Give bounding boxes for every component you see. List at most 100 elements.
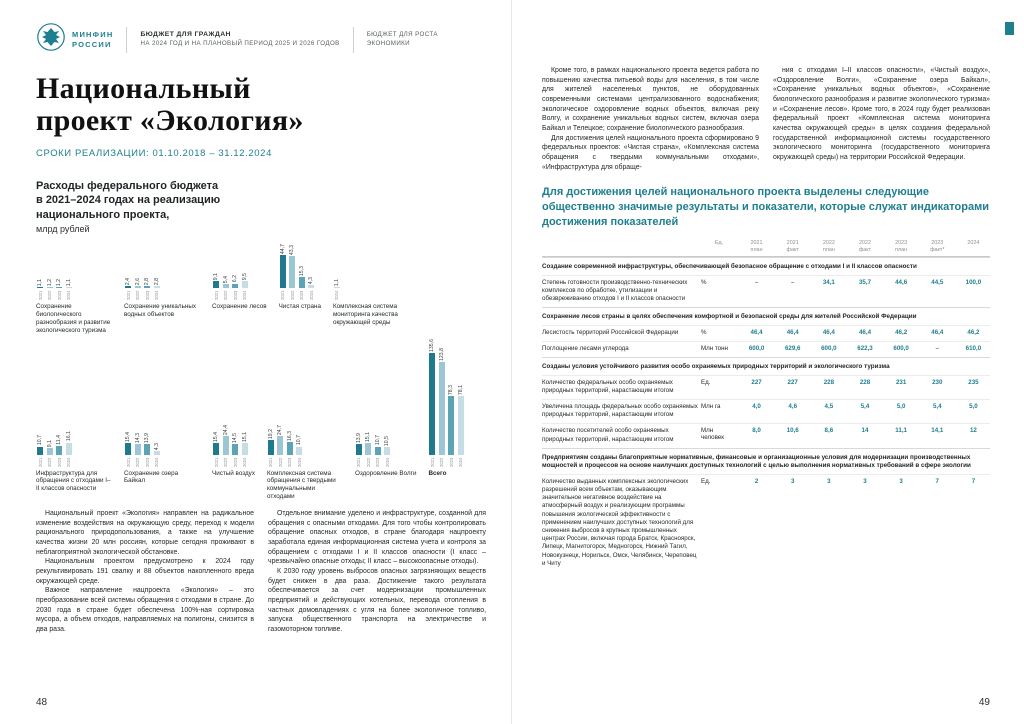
bar-value-label: 10,7 bbox=[374, 435, 381, 446]
bar-column: 14,5 2023 bbox=[231, 433, 239, 467]
bar-value-label: 13,9 bbox=[355, 433, 362, 444]
table-header-cell: 2021 факт bbox=[786, 239, 799, 253]
chart-group: 10,7 2021 9,1 2022 11,4 2023 16,1 2024 Инфрастру… bbox=[36, 343, 112, 494]
table-unit-cell: Ед. bbox=[701, 378, 711, 386]
bar bbox=[144, 444, 150, 455]
table-header-cell: 2023 факт* bbox=[930, 239, 945, 253]
bar-year-label: 2024 bbox=[154, 457, 159, 467]
table-row-label: Количество выданных комплексных экологич… bbox=[542, 477, 697, 567]
bar bbox=[241, 443, 248, 455]
table-value-cell: 622,3 bbox=[857, 345, 873, 352]
bar-group: 15,4 2021 24,4 2022 14,5 2023 15,1 2024 bbox=[212, 343, 255, 467]
table-value-cell: – bbox=[754, 278, 759, 286]
table-value-cell: 46,4 bbox=[750, 328, 763, 336]
table-row: Количество выданных комплексных экологич… bbox=[542, 473, 990, 572]
bar-value-label: 1,1 bbox=[37, 278, 43, 287]
bar-column: 15,1 2022 bbox=[364, 432, 372, 467]
bar-year-label: 2021 bbox=[280, 290, 286, 301]
bar-column: 15,1 2024 bbox=[241, 432, 249, 467]
bar-year-label: 2022 bbox=[289, 290, 295, 301]
page-gutter-divider bbox=[511, 0, 512, 724]
minfin-logo-text: МИНФИН РОССИИ bbox=[72, 29, 114, 49]
bar-value-label: 13,9 bbox=[144, 433, 150, 444]
bar-column: 13,9 2021 bbox=[355, 433, 363, 467]
chart-subheading: млрд рублей bbox=[36, 224, 90, 235]
bar bbox=[222, 284, 229, 289]
bar-year-label: 2023 bbox=[144, 457, 150, 467]
bar-year-label: 2024 bbox=[154, 290, 159, 301]
bar-column: 14,3 2022 bbox=[134, 433, 142, 467]
bar-column: 19,2 2021 bbox=[267, 429, 275, 467]
section-title-line1: БЮДЖЕТ ДЛЯ РОСТА bbox=[366, 30, 438, 38]
bar-value-label: 15,1 bbox=[365, 432, 372, 443]
bar-column: 15,4 2021 bbox=[212, 432, 220, 467]
bar-column: 15,4 2021 bbox=[124, 432, 132, 467]
table-value-cell: 231 bbox=[895, 378, 907, 386]
page-right: Кроме того, в рамках национального проек… bbox=[512, 0, 1024, 724]
bar-year-label: 2021 bbox=[213, 457, 219, 467]
bookmark-tab bbox=[1005, 22, 1014, 35]
bar-column: 4,3 2024 bbox=[153, 443, 161, 467]
table-value-cell: 3 bbox=[827, 477, 831, 485]
section-title-line2: ЭКОНОМИКИ bbox=[366, 39, 411, 47]
bar-value-label: 16,3 bbox=[286, 431, 293, 442]
bar-value-label: 9,5 bbox=[241, 272, 248, 281]
bar-value-label: 44,7 bbox=[279, 243, 286, 254]
bar bbox=[355, 444, 362, 455]
section-title-block: БЮДЖЕТ ДЛЯ РОСТА ЭКОНОМИКИ bbox=[367, 31, 438, 49]
table-value-cell: 5,4 bbox=[860, 403, 870, 411]
table-value-cell: 629,6 bbox=[784, 345, 801, 352]
chart-group: 44,7 2021 43,3 2022 15,3 2023 4,3 2024 Чистая ст… bbox=[279, 244, 321, 311]
chart-group: 15,4 2021 24,4 2022 14,5 2023 15,1 2024 Чистый в… bbox=[212, 343, 255, 478]
bar-year-label: 2023 bbox=[56, 290, 62, 301]
paragraph: Кроме того, в рамках национального проек… bbox=[542, 67, 759, 132]
bar bbox=[222, 436, 229, 455]
bar-year-label: 2021 bbox=[268, 457, 274, 467]
table-value-cell: 46,4 bbox=[822, 328, 835, 336]
bar-group: 1,1 2021 1,2 2022 1,2 2023 1,1 2024 bbox=[36, 244, 112, 300]
chart-group: 13,9 2021 15,1 2022 10,7 2023 10,5 2024 Оздоровл… bbox=[355, 343, 417, 478]
bar-value-label: 2,8 bbox=[144, 277, 150, 286]
table-row: Поглощение лесами углерода Млн тонн 600,0 6… bbox=[542, 341, 990, 357]
page-number-left: 48 bbox=[36, 697, 48, 708]
bar-column: 78,1 2024 bbox=[457, 385, 465, 467]
bar-column: 1,1 2024 bbox=[333, 279, 341, 300]
bar-year-label: 2022 bbox=[223, 457, 228, 467]
doc-title-block: БЮДЖЕТ ДЛЯ ГРАЖДАН НА 2024 ГОД И НА ПЛАН… bbox=[140, 30, 339, 49]
bar-column: 16,1 2024 bbox=[65, 431, 73, 467]
bar-column: 10,7 2021 bbox=[36, 435, 44, 467]
table-value-cell: 600,0 bbox=[893, 345, 909, 352]
bar-year-label: 2022 bbox=[365, 457, 371, 467]
minfin-emblem-icon bbox=[36, 22, 66, 57]
bar-group: 10,7 2021 9,1 2022 11,4 2023 16,1 2024 bbox=[36, 343, 112, 467]
table-value-cell: 7 bbox=[971, 477, 976, 485]
bar-column: 1,2 2023 bbox=[55, 279, 63, 300]
table-unit-cell: Млн человек bbox=[701, 427, 724, 442]
bar bbox=[213, 443, 219, 455]
bar bbox=[286, 442, 293, 455]
table-header-cell: 2023 план bbox=[895, 239, 908, 253]
bar bbox=[298, 276, 305, 289]
bar-group: 2,4 2021 2,6 2022 2,8 2023 2,8 2024 bbox=[124, 244, 200, 300]
bar-column: 5,4 2022 bbox=[222, 276, 230, 300]
bar bbox=[384, 446, 391, 455]
bar-value-label: 1,2 bbox=[46, 278, 53, 287]
table-value-cell: 230 bbox=[932, 378, 943, 386]
bar-value-label: 4,3 bbox=[153, 443, 160, 451]
table-value-cell: 227 bbox=[787, 378, 798, 386]
bar bbox=[65, 442, 72, 455]
bar-column: 24,7 2022 bbox=[276, 425, 284, 467]
bar-value-label: 15,4 bbox=[213, 431, 219, 443]
table-unit-cell: Млн тонн bbox=[701, 345, 728, 352]
table-row: Количество федеральных особо охраняемых … bbox=[542, 374, 990, 399]
bar-column: 9,1 2022 bbox=[46, 440, 54, 467]
table-section-header: Предприятиям созданы благоприятные норма… bbox=[542, 447, 990, 474]
bar-value-label: 43,3 bbox=[289, 244, 296, 255]
bar-year-label: 2024 bbox=[242, 457, 247, 467]
table-value-cell: 3 bbox=[863, 477, 867, 485]
table-value-cell: 46,4 bbox=[931, 328, 944, 336]
bar-value-label: 19,2 bbox=[267, 429, 274, 440]
chart-group: 135,6 2021 123,8 2022 78,3 2023 78,1 2024 Всего bbox=[428, 339, 465, 478]
table-unit-cell: % bbox=[701, 328, 707, 336]
bar bbox=[46, 447, 53, 455]
